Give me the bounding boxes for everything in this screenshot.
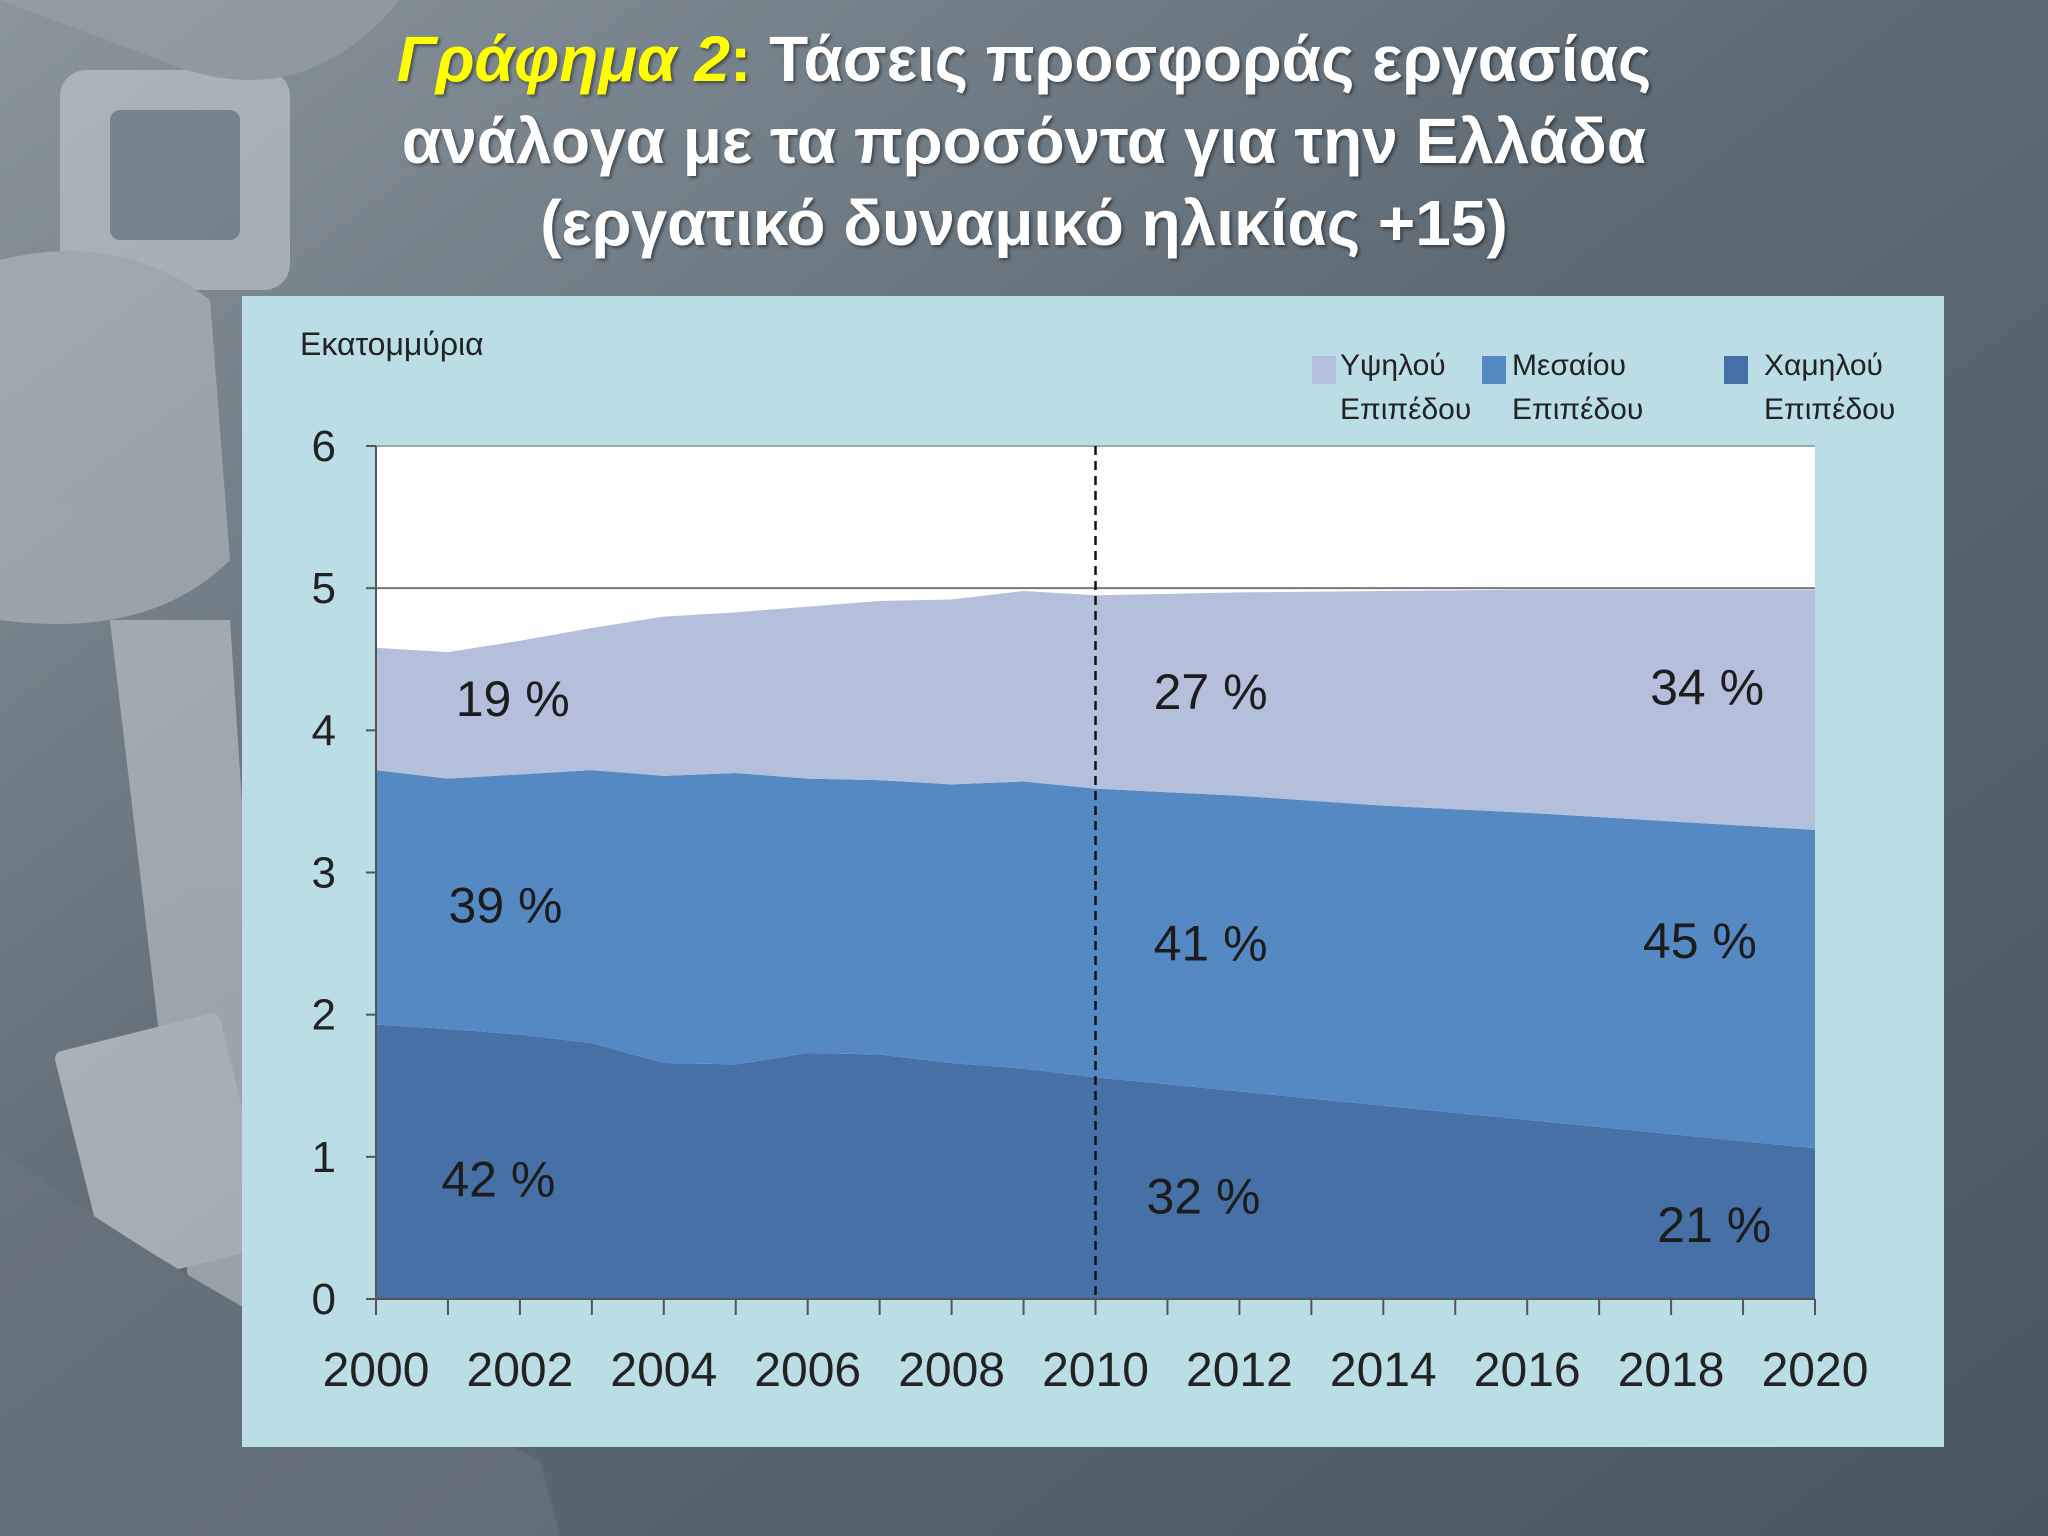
x-tick-label-2014: 2014 bbox=[1330, 1344, 1437, 1397]
title-line-1-text: Τάσεις προσφοράς εργασίας bbox=[751, 23, 1652, 95]
y-tick-label-2: 2 bbox=[312, 991, 336, 1040]
segment-percent-label: 41 % bbox=[1154, 916, 1268, 972]
segment-percent-label: 39 % bbox=[449, 877, 563, 933]
segment-percent-label: 32 % bbox=[1146, 1169, 1260, 1225]
segment-percent-label: 19 % bbox=[456, 671, 570, 727]
title-line-2: ανάλογα με τα προσόντα για την Ελλάδα bbox=[401, 105, 1647, 177]
x-tick-label-2010: 2010 bbox=[1042, 1344, 1149, 1397]
y-tick-label-4: 4 bbox=[312, 706, 336, 755]
x-tick-label-2000: 2000 bbox=[323, 1344, 430, 1397]
y-tick-label-6: 6 bbox=[312, 422, 336, 471]
stacked-area-chart: 0 1 2 3 4 5 6 2000 2002 2004 2006 2008 2010 2012 2014 2… bbox=[312, 422, 1869, 1397]
legend-item-low: Χαμηλού Επιπέδου bbox=[1764, 344, 1895, 432]
legend-swatch-low bbox=[1724, 356, 1748, 384]
y-tick-label-1: 1 bbox=[312, 1133, 336, 1182]
x-tick-label-2002: 2002 bbox=[467, 1344, 574, 1397]
x-tick-label-2018: 2018 bbox=[1618, 1344, 1725, 1397]
segment-percent-label: 21 % bbox=[1657, 1197, 1771, 1253]
segment-percent-label: 27 % bbox=[1154, 664, 1268, 720]
x-tick-label-2012: 2012 bbox=[1186, 1344, 1293, 1397]
x-tick-label-2004: 2004 bbox=[610, 1344, 717, 1397]
legend-label-medium-line2: Επιπέδου bbox=[1512, 393, 1644, 426]
title-colon: : bbox=[730, 23, 752, 95]
y-tick-label-3: 3 bbox=[312, 849, 336, 898]
title-line-3: (εργατικό δυναμικό ηλικίας +15) bbox=[540, 187, 1508, 259]
legend-swatch-high bbox=[1312, 356, 1336, 384]
legend-item-medium: Μεσαίου Επιπέδου bbox=[1512, 344, 1643, 432]
legend-label-high-line1: Υψηλού bbox=[1340, 349, 1446, 382]
y-axis-unit-label: Εκατομμύρια bbox=[300, 326, 484, 362]
segment-percent-label: 45 % bbox=[1643, 913, 1757, 969]
segment-percent-label: 34 % bbox=[1650, 660, 1764, 716]
area-series-low bbox=[376, 1024, 1815, 1299]
legend-label-low-line1: Χαμηλού bbox=[1764, 349, 1883, 382]
title-prefix: Γράφημα 2 bbox=[396, 23, 731, 95]
x-tick-label-2020: 2020 bbox=[1762, 1344, 1869, 1397]
legend-item-high: Υψηλού Επιπέδου bbox=[1340, 344, 1471, 432]
title-line-1: Γράφημα 2: Τάσεις προσφοράς εργασίας bbox=[0, 18, 2048, 100]
chart-panel: 0 1 2 3 4 5 6 2000 2002 2004 2006 2008 2010 2012 2014 2… bbox=[242, 296, 1944, 1447]
x-tick-label-2006: 2006 bbox=[754, 1344, 861, 1397]
legend-label-high-line2: Επιπέδου bbox=[1340, 393, 1472, 426]
y-tick-label-5: 5 bbox=[312, 564, 336, 613]
legend-swatch-medium bbox=[1482, 356, 1506, 384]
y-tick-label-0: 0 bbox=[312, 1275, 336, 1324]
x-tick-label-2016: 2016 bbox=[1474, 1344, 1581, 1397]
slide-title: Γράφημα 2: Τάσεις προσφοράς εργασίας ανά… bbox=[0, 18, 2048, 264]
legend-label-medium-line1: Μεσαίου bbox=[1512, 349, 1626, 382]
segment-percent-label: 42 % bbox=[441, 1152, 555, 1208]
legend-label-low-line2: Επιπέδου bbox=[1764, 393, 1896, 426]
x-tick-label-2008: 2008 bbox=[898, 1344, 1005, 1397]
